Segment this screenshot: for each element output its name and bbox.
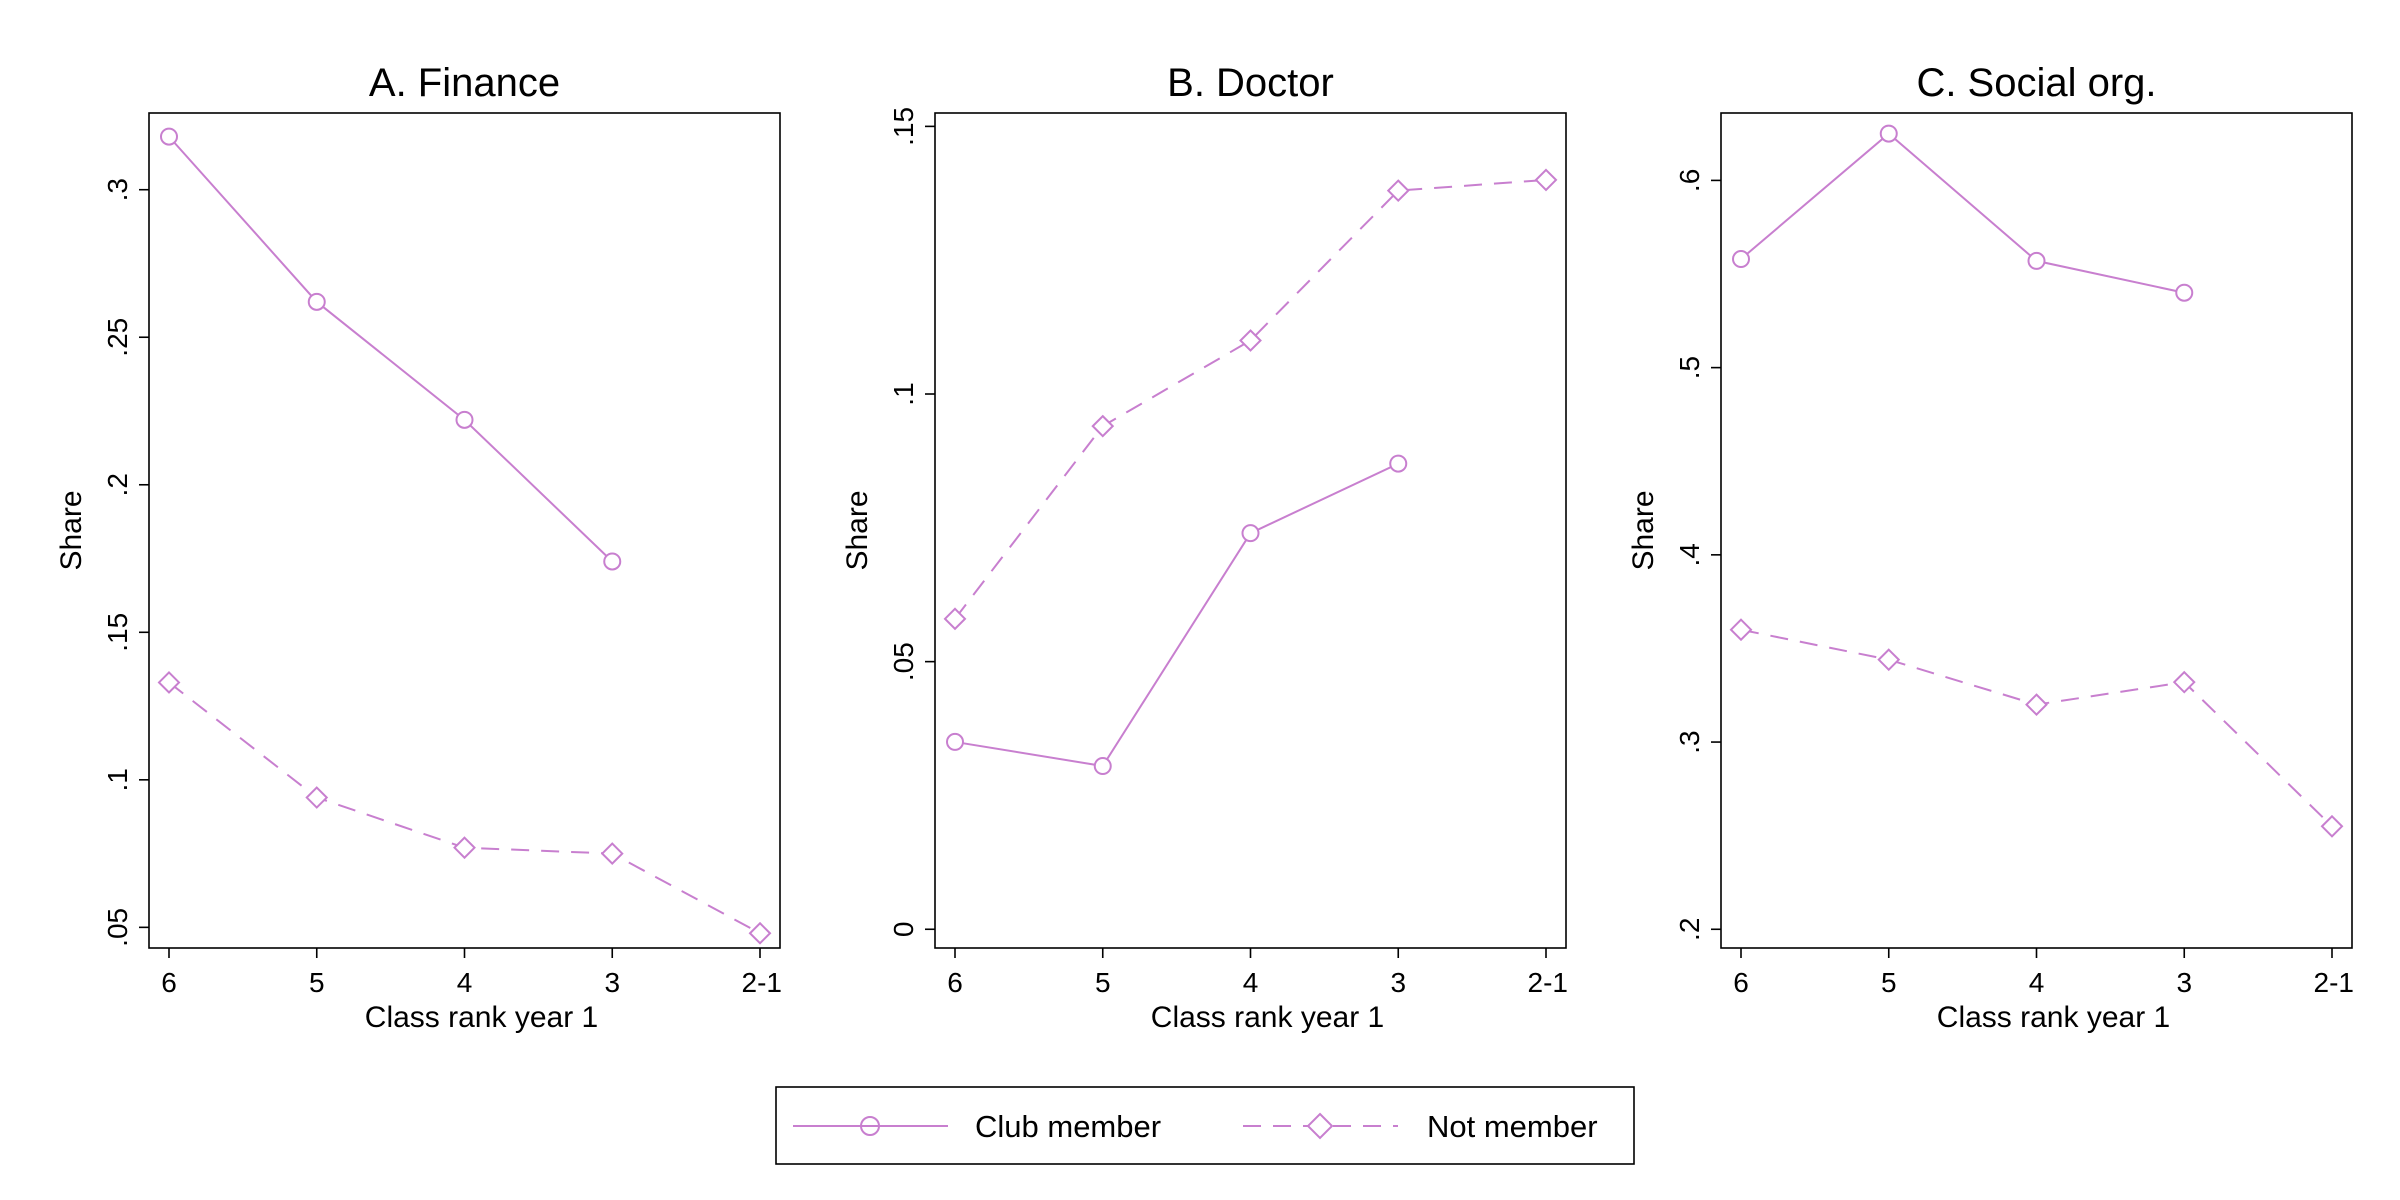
plot-frame xyxy=(148,112,781,949)
y-tick-label: .5 xyxy=(1674,356,1705,379)
data-point-circle xyxy=(1389,454,1408,473)
y-axis-label: Share xyxy=(841,490,874,570)
series-line xyxy=(1740,132,2185,294)
data-point-circle xyxy=(1241,524,1260,543)
y-tick-label: .6 xyxy=(1674,169,1705,192)
data-point-diamond xyxy=(453,836,476,860)
x-tick-label: 5 xyxy=(1881,967,1897,998)
series-line xyxy=(168,681,761,935)
legend-club-label: Club member xyxy=(975,1109,1161,1144)
series-line xyxy=(1740,628,2333,828)
y-tick-label: .4 xyxy=(1674,543,1705,566)
x-tick-label: 3 xyxy=(604,967,620,998)
x-tick-label: 4 xyxy=(457,967,473,998)
data-point-circle xyxy=(2175,283,2194,302)
legend-not-diamond-marker xyxy=(1306,1112,1334,1140)
data-point-diamond xyxy=(1729,618,1753,642)
legend: Club member Not member xyxy=(775,1086,1635,1165)
x-axis-label: Class rank year 1 xyxy=(1151,1001,1384,1034)
y-tick-label: .3 xyxy=(102,178,133,201)
y-tick-label: .2 xyxy=(1674,918,1705,941)
data-point-diamond xyxy=(748,921,772,945)
data-point-circle xyxy=(307,292,326,311)
y-tick-label: .05 xyxy=(102,908,133,947)
series-not-member xyxy=(157,671,772,945)
y-tick-label: .1 xyxy=(102,768,133,791)
series-not-member xyxy=(943,168,1558,631)
panel-title: C. Social org. xyxy=(1916,61,2156,105)
series-club-member xyxy=(1732,124,2194,302)
x-tick-label: 5 xyxy=(309,967,325,998)
data-point-circle xyxy=(946,732,964,751)
data-point-circle xyxy=(603,552,622,571)
x-tick-label: 3 xyxy=(2176,967,2192,998)
x-tick-label: 5 xyxy=(1095,967,1111,998)
data-point-diamond xyxy=(1091,414,1115,438)
series-line xyxy=(168,135,613,563)
data-point-diamond xyxy=(1239,329,1262,352)
y-axis-label: Share xyxy=(1627,490,1660,570)
y-tick-label: .2 xyxy=(102,473,133,496)
y-tick-label: .3 xyxy=(1674,730,1705,753)
x-tick-label: 6 xyxy=(161,967,177,998)
y-tick-label: 0 xyxy=(888,921,919,937)
x-tick-label: 2-1 xyxy=(1528,967,1568,998)
y-tick-label: .15 xyxy=(102,613,133,652)
data-point-diamond xyxy=(1534,168,1558,192)
y-tick-label: .1 xyxy=(888,382,919,405)
series-club-member xyxy=(160,127,622,571)
y-axis-label: Share xyxy=(55,490,88,570)
series-not-member xyxy=(1729,618,2344,838)
data-point-diamond xyxy=(1386,179,1410,203)
legend-not-label: Not member xyxy=(1427,1109,1598,1144)
x-tick-label: 6 xyxy=(947,967,963,998)
series-line xyxy=(954,178,1547,620)
y-tick-label: .05 xyxy=(888,642,919,681)
data-point-diamond xyxy=(2172,670,2196,694)
x-tick-label: 3 xyxy=(1390,967,1406,998)
x-tick-label: 2-1 xyxy=(742,967,782,998)
panel-b-doctor: B. Doctor 6 5 4 3 2-1 0 .05 .1 .15 Class rank year… xyxy=(841,61,1568,1034)
data-point-diamond xyxy=(157,671,181,694)
data-point-diamond xyxy=(600,842,624,865)
panel-c-social-org: C. Social org. 6 5 4 3 2-1 .2 .3 .4 .5 .6 Class ran… xyxy=(1627,61,2354,1034)
data-point-diamond xyxy=(305,786,329,809)
series-club-member xyxy=(946,454,1408,776)
legend-club-circle-marker xyxy=(860,1116,880,1136)
x-tick-label: 4 xyxy=(1243,967,1259,998)
y-tick-label: .25 xyxy=(102,318,133,357)
data-point-circle xyxy=(160,127,178,146)
x-axis-label: Class rank year 1 xyxy=(1937,1001,2170,1034)
data-point-circle xyxy=(2027,251,2046,270)
series-line xyxy=(954,462,1399,768)
plot-frame xyxy=(1720,112,2353,949)
data-point-diamond xyxy=(2320,814,2344,838)
y-tick-label: .15 xyxy=(888,107,919,146)
data-point-circle xyxy=(1879,124,1898,143)
data-point-circle xyxy=(1732,250,1750,269)
data-point-circle xyxy=(455,410,474,429)
x-tick-label: 6 xyxy=(1733,967,1749,998)
x-tick-label: 4 xyxy=(2029,967,2045,998)
x-axis-label: Class rank year 1 xyxy=(365,1001,598,1034)
panel-title: A. Finance xyxy=(369,61,560,105)
data-point-circle xyxy=(1093,757,1112,776)
data-point-diamond xyxy=(943,607,967,631)
x-tick-label: 2-1 xyxy=(2314,967,2354,998)
data-point-diamond xyxy=(1877,648,1901,672)
data-point-diamond xyxy=(2025,693,2048,717)
panel-a-finance: A. Finance 6 5 4 3 2-1 .05 .1 .15 .2 .25 .3 Class ra… xyxy=(55,61,782,1034)
panel-title: B. Doctor xyxy=(1167,61,1334,105)
